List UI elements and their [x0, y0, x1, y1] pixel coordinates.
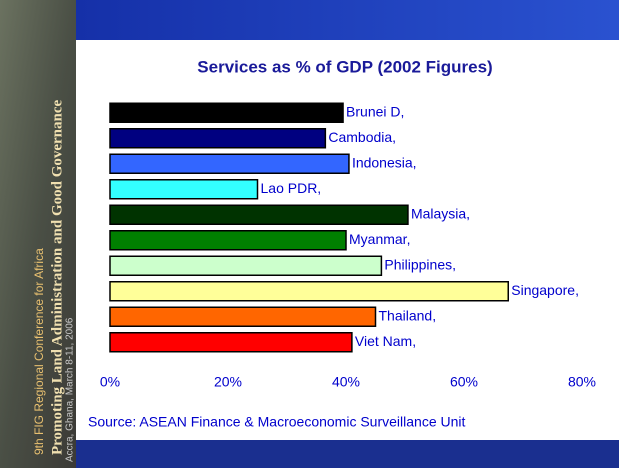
- bar: [109, 332, 353, 353]
- bar: [109, 255, 383, 276]
- bar: [109, 179, 259, 200]
- bottom-band: [76, 440, 619, 468]
- sidebar-conference: 9th FIG Regional Conference for Africa: [32, 248, 46, 455]
- bar-label: Singapore,: [511, 282, 579, 298]
- source-note: Source: ASEAN Finance & Macroeconomic Su…: [88, 414, 466, 430]
- bar: [109, 128, 327, 149]
- bar-label: Lao PDR,: [261, 180, 322, 196]
- bar-label: Thailand,: [379, 307, 437, 323]
- bar-label: Malaysia,: [411, 205, 470, 221]
- bar-label: Viet Nam,: [355, 333, 416, 349]
- x-tick-label: 20%: [214, 374, 242, 390]
- bar-label: Brunei D,: [346, 103, 404, 119]
- sidebar-place: Accra, Ghana, March 8-11, 2006: [65, 317, 76, 462]
- bar: [109, 153, 350, 174]
- sidebar-theme: Promoting Land Administration and Good G…: [49, 99, 65, 455]
- chart-title: Services as % of GDP (2002 Figures): [197, 57, 492, 76]
- x-tick-label: 0%: [100, 374, 120, 390]
- bar: [109, 306, 377, 327]
- bar-label: Indonesia,: [352, 154, 417, 170]
- bar: [109, 281, 509, 302]
- sidebar-image: [0, 0, 76, 468]
- bar: [109, 204, 409, 225]
- bar-label: Myanmar,: [349, 231, 410, 247]
- bar-label: Philippines,: [384, 256, 456, 272]
- x-tick-label: 40%: [332, 374, 360, 390]
- bar: [109, 102, 344, 123]
- bar: [109, 230, 347, 251]
- bar-label: Cambodia,: [328, 129, 396, 145]
- x-tick-label: 80%: [568, 374, 596, 390]
- x-tick-label: 60%: [450, 374, 478, 390]
- top-band: [76, 0, 619, 40]
